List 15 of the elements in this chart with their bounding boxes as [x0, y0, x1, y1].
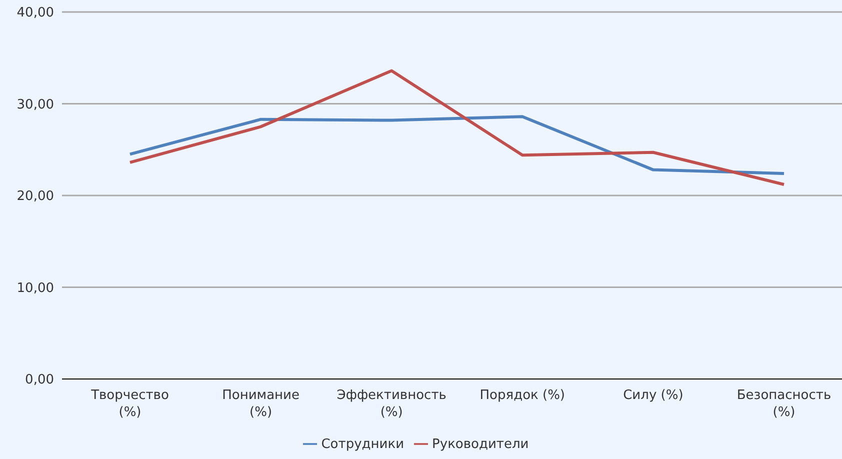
x-tick-label: Силу (%): [623, 388, 684, 403]
y-tick-label: 40,00: [16, 6, 54, 21]
x-tick-label: Безопасность (%): [736, 388, 832, 420]
line-series: [128, 69, 786, 186]
x-tick-label: Эффективность (%): [336, 388, 446, 420]
y-tick-label: 0,00: [25, 372, 54, 388]
line-series: [128, 115, 786, 175]
x-tick-label: Понимание (%): [222, 388, 300, 420]
legend-label: Сотрудники: [321, 437, 404, 452]
x-tick-label: Творчество (%): [90, 388, 169, 420]
y-tick-label: 10,00: [16, 280, 54, 296]
y-tick-label: 30,00: [16, 97, 54, 112]
y-tick-label: 20,00: [16, 189, 54, 204]
legend-label: Руководители: [432, 437, 529, 452]
x-tick-label: Порядок (%): [480, 388, 566, 403]
